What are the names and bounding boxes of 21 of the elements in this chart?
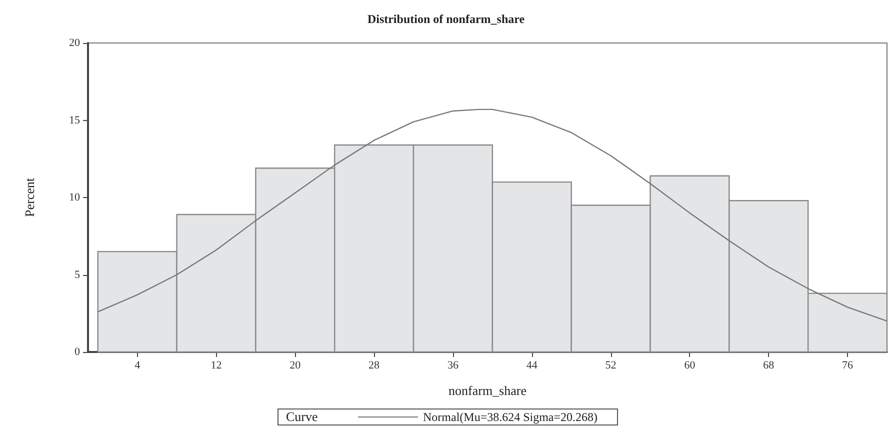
legend-label: Normal(Mu=38.624 Sigma=20.268) (423, 410, 598, 424)
y-axis-title: Percent (22, 178, 37, 217)
x-tick-label: 68 (763, 360, 775, 372)
legend-title: Curve (286, 409, 318, 424)
x-axis-title: nonfarm_share (448, 383, 527, 398)
x-tick-label: 52 (605, 360, 616, 372)
x-tick-label: 12 (210, 360, 222, 372)
x-tick-label: 20 (290, 360, 302, 372)
y-tick-label: 10 (69, 192, 80, 204)
x-tick-label: 44 (526, 360, 538, 372)
y-tick-label: 15 (69, 114, 80, 126)
x-tick-label: 76 (842, 360, 854, 372)
y-tick-label: 20 (69, 37, 80, 49)
y-tick-label: 5 (74, 268, 80, 281)
x-tick-label: 36 (447, 360, 459, 372)
line-series (97, 108, 888, 322)
x-tick-label: 60 (684, 360, 696, 372)
x-tick-label: 4 (134, 360, 141, 372)
chart-title: Distribution of nonfarm_share (367, 12, 526, 26)
x-tick-label: 28 (368, 360, 380, 372)
y-tick-label: 0 (74, 346, 80, 358)
